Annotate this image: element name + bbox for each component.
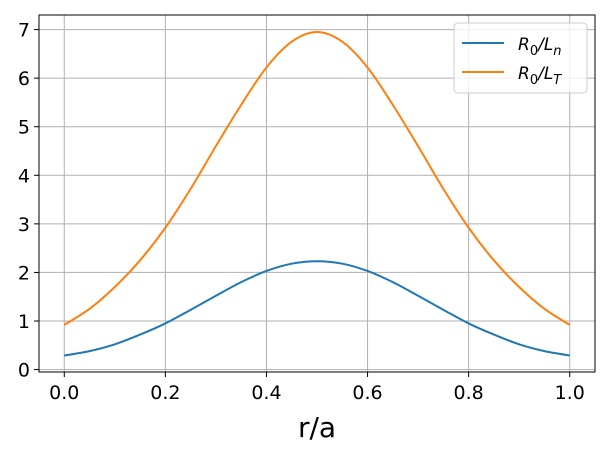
x-axis-label: r/a	[298, 411, 336, 444]
x-tick-label: 0.0	[49, 382, 79, 404]
legend-text-part: R	[518, 64, 530, 84]
y-tick-label: 2	[18, 262, 30, 284]
y-tick-label: 5	[18, 117, 30, 139]
legend-text-part: R	[518, 35, 530, 55]
y-tick-label: 7	[18, 20, 30, 42]
legend-text-part: /L	[536, 35, 553, 55]
y-tick-label: 3	[18, 214, 30, 236]
legend-label-1: R0/LT	[518, 64, 562, 88]
series-lines	[63, 30, 571, 357]
x-tick-label: 0.2	[150, 382, 180, 404]
legend-box	[453, 22, 588, 94]
legend-text-part: 0	[530, 73, 538, 88]
series-line-0	[64, 260, 570, 357]
x-tick-label: 1.0	[555, 382, 585, 404]
y-tick-label: 0	[18, 360, 30, 382]
y-tick-label: 1	[18, 311, 30, 333]
legend-text-part: /L	[536, 64, 553, 84]
series-line-1	[63, 30, 571, 326]
y-tick-label: 6	[18, 68, 30, 90]
x-tick-label: 0.4	[251, 382, 281, 404]
legend-label-0: R0/Ln	[518, 35, 562, 59]
y-tick-label: 4	[18, 165, 30, 187]
x-tick-label: 0.8	[454, 382, 484, 404]
plot-frame	[38, 14, 596, 373]
axis-ticks: 0.0 0.2 0.4 0.6 0.8 1.0 0 1 2 3 4 5 6 7	[18, 20, 585, 404]
legend-text-part: n	[553, 44, 561, 59]
legend-text-part: T	[553, 73, 562, 88]
x-tick-label: 0.6	[352, 382, 382, 404]
legend-text-part: 0	[530, 44, 538, 59]
